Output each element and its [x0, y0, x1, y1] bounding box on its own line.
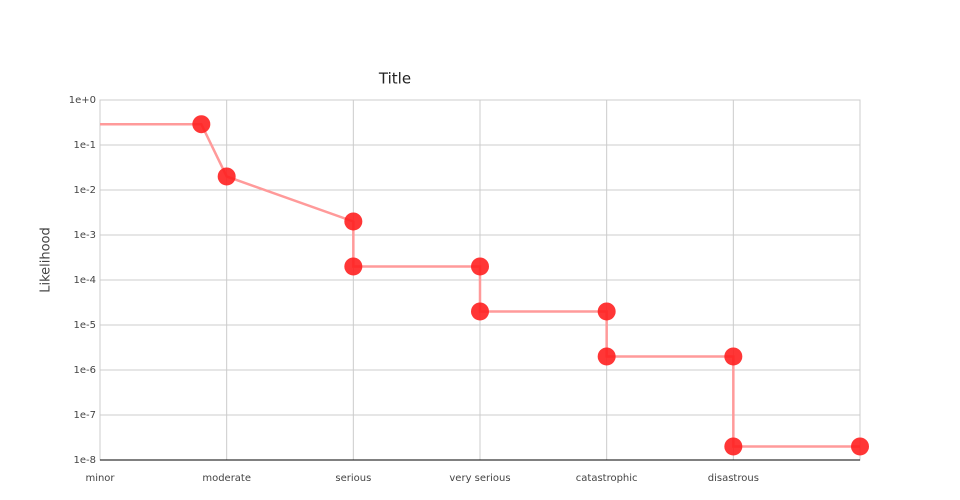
- marker: [471, 302, 489, 321]
- x-tick-label: disastrous: [708, 473, 759, 484]
- y-tick-label: 1e-4: [74, 275, 97, 286]
- marker: [471, 257, 489, 276]
- marker: [597, 302, 616, 321]
- y-tick-label: 1e-3: [74, 230, 97, 241]
- y-tick-label: 1e-1: [74, 140, 97, 151]
- y-tick-label: 1e+0: [69, 95, 96, 106]
- x-tick-label: moderate: [202, 473, 251, 484]
- y-tick-label: 1e-7: [74, 410, 97, 421]
- marker: [724, 347, 743, 366]
- marker: [597, 347, 616, 366]
- x-tick-label: serious: [335, 473, 371, 484]
- marker: [724, 437, 743, 456]
- marker: [851, 437, 869, 456]
- line: [100, 122, 860, 448]
- chart-title: Title: [378, 70, 411, 88]
- x-tick-label: minor: [85, 473, 115, 484]
- y-tick-label: 1e-6: [74, 365, 97, 376]
- marker: [217, 167, 236, 186]
- y-axis-title: Likelihood: [39, 227, 54, 293]
- x-tick-label: catastrophic: [576, 473, 638, 484]
- x-tick-label: very serious: [449, 473, 510, 484]
- y-tick-label: 1e-5: [74, 320, 97, 331]
- marker: [192, 115, 211, 134]
- y-tick-label: 1e-2: [74, 185, 97, 196]
- marker: [344, 257, 363, 276]
- y-tick-label: 1e-8: [74, 455, 97, 466]
- marker: [344, 212, 363, 231]
